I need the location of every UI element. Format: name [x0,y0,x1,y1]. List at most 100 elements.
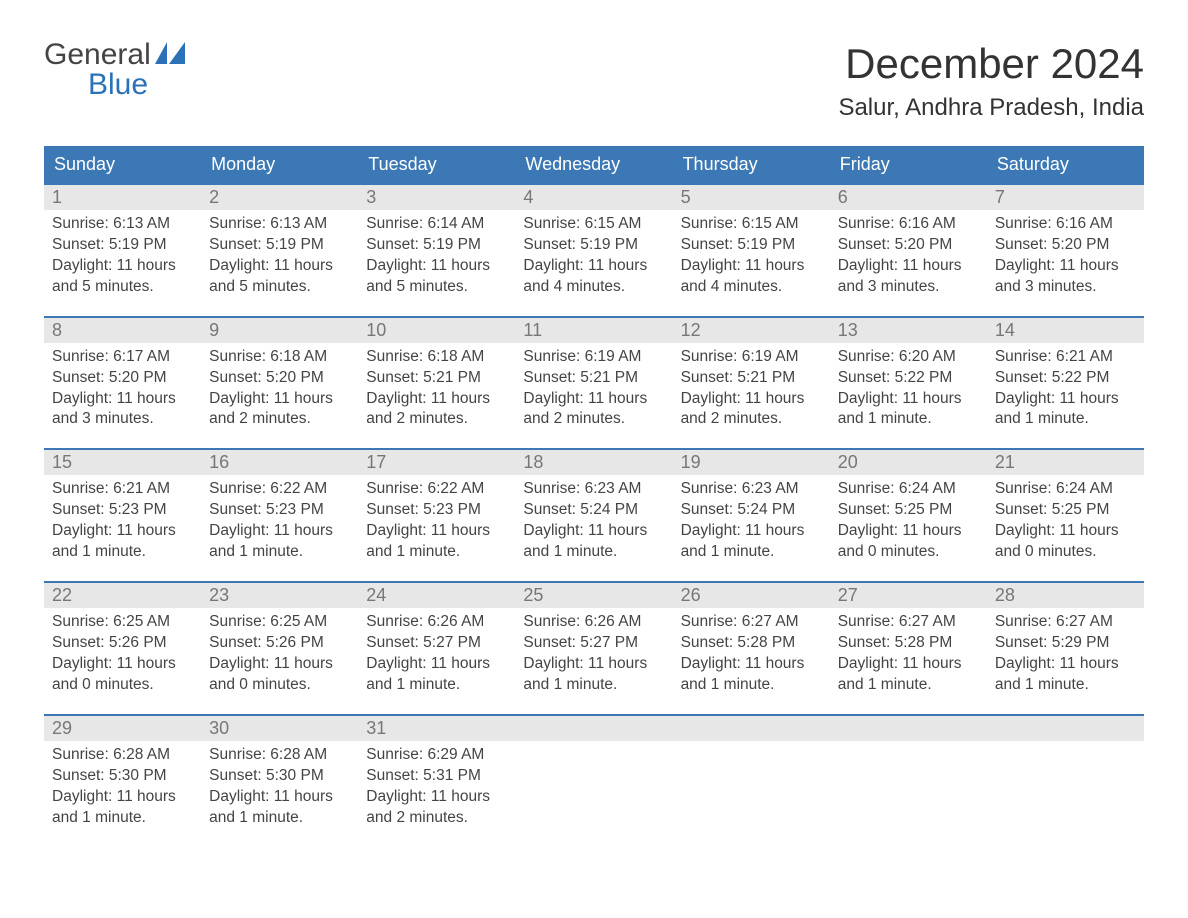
day-content: Sunrise: 6:16 AMSunset: 5:20 PMDaylight:… [830,210,987,302]
day-content: Sunrise: 6:29 AMSunset: 5:31 PMDaylight:… [358,741,515,833]
d1-text: Daylight: 11 hours [523,521,664,542]
day-cell: 16Sunrise: 6:22 AMSunset: 5:23 PMDayligh… [201,450,358,567]
d1-text: Daylight: 11 hours [209,654,350,675]
d1-text: Daylight: 11 hours [523,389,664,410]
day-number: 2 [201,185,358,210]
day-number: 21 [987,450,1144,475]
sunrise-text: Sunrise: 6:17 AM [52,347,193,368]
day-header: Tuesday [358,146,515,183]
day-number [515,716,672,741]
day-number [673,716,830,741]
day-cell: 25Sunrise: 6:26 AMSunset: 5:27 PMDayligh… [515,583,672,700]
day-number: 5 [673,185,830,210]
d2-text: and 2 minutes. [209,409,350,430]
day-cell [830,716,987,833]
sunrise-text: Sunrise: 6:22 AM [366,479,507,500]
sunset-text: Sunset: 5:28 PM [838,633,979,654]
day-number: 23 [201,583,358,608]
sunrise-text: Sunrise: 6:27 AM [995,612,1136,633]
day-number: 30 [201,716,358,741]
sunrise-text: Sunrise: 6:15 AM [523,214,664,235]
sunrise-text: Sunrise: 6:23 AM [681,479,822,500]
day-number: 28 [987,583,1144,608]
day-header: Thursday [673,146,830,183]
day-number: 8 [44,318,201,343]
d1-text: Daylight: 11 hours [838,389,979,410]
d2-text: and 1 minute. [209,542,350,563]
location-subtitle: Salur, Andhra Pradesh, India [838,94,1144,122]
d1-text: Daylight: 11 hours [523,654,664,675]
d2-text: and 1 minute. [209,808,350,829]
sunset-text: Sunset: 5:26 PM [52,633,193,654]
week-row: 15Sunrise: 6:21 AMSunset: 5:23 PMDayligh… [44,448,1144,567]
day-content: Sunrise: 6:16 AMSunset: 5:20 PMDaylight:… [987,210,1144,302]
sunrise-text: Sunrise: 6:19 AM [681,347,822,368]
day-content: Sunrise: 6:18 AMSunset: 5:20 PMDaylight:… [201,343,358,435]
day-content: Sunrise: 6:19 AMSunset: 5:21 PMDaylight:… [673,343,830,435]
sunrise-text: Sunrise: 6:22 AM [209,479,350,500]
d1-text: Daylight: 11 hours [681,521,822,542]
day-content: Sunrise: 6:13 AMSunset: 5:19 PMDaylight:… [201,210,358,302]
day-number: 15 [44,450,201,475]
sunrise-text: Sunrise: 6:18 AM [366,347,507,368]
day-header: Friday [830,146,987,183]
day-cell: 27Sunrise: 6:27 AMSunset: 5:28 PMDayligh… [830,583,987,700]
d1-text: Daylight: 11 hours [366,787,507,808]
day-header-row: Sunday Monday Tuesday Wednesday Thursday… [44,146,1144,183]
sunrise-text: Sunrise: 6:19 AM [523,347,664,368]
d1-text: Daylight: 11 hours [366,256,507,277]
d2-text: and 2 minutes. [366,409,507,430]
day-content: Sunrise: 6:13 AMSunset: 5:19 PMDaylight:… [44,210,201,302]
d1-text: Daylight: 11 hours [995,256,1136,277]
day-header: Monday [201,146,358,183]
day-cell: 10Sunrise: 6:18 AMSunset: 5:21 PMDayligh… [358,318,515,435]
sunrise-text: Sunrise: 6:21 AM [52,479,193,500]
day-cell: 29Sunrise: 6:28 AMSunset: 5:30 PMDayligh… [44,716,201,833]
d2-text: and 5 minutes. [209,277,350,298]
d2-text: and 0 minutes. [209,675,350,696]
day-number: 19 [673,450,830,475]
day-cell: 14Sunrise: 6:21 AMSunset: 5:22 PMDayligh… [987,318,1144,435]
sunrise-text: Sunrise: 6:21 AM [995,347,1136,368]
week-row: 8Sunrise: 6:17 AMSunset: 5:20 PMDaylight… [44,316,1144,435]
week-row: 29Sunrise: 6:28 AMSunset: 5:30 PMDayligh… [44,714,1144,833]
brand-logo: General Blue [44,40,189,100]
d1-text: Daylight: 11 hours [52,787,193,808]
day-number: 13 [830,318,987,343]
day-cell: 1Sunrise: 6:13 AMSunset: 5:19 PMDaylight… [44,185,201,302]
sunrise-text: Sunrise: 6:28 AM [209,745,350,766]
sunset-text: Sunset: 5:19 PM [366,235,507,256]
day-cell: 15Sunrise: 6:21 AMSunset: 5:23 PMDayligh… [44,450,201,567]
day-content [830,741,987,749]
day-content: Sunrise: 6:25 AMSunset: 5:26 PMDaylight:… [44,608,201,700]
calendar: Sunday Monday Tuesday Wednesday Thursday… [44,146,1144,832]
day-cell: 17Sunrise: 6:22 AMSunset: 5:23 PMDayligh… [358,450,515,567]
d1-text: Daylight: 11 hours [52,256,193,277]
week-row: 22Sunrise: 6:25 AMSunset: 5:26 PMDayligh… [44,581,1144,700]
day-number: 14 [987,318,1144,343]
d2-text: and 1 minute. [681,542,822,563]
d1-text: Daylight: 11 hours [366,389,507,410]
day-content [515,741,672,749]
day-cell: 28Sunrise: 6:27 AMSunset: 5:29 PMDayligh… [987,583,1144,700]
d2-text: and 3 minutes. [52,409,193,430]
day-header: Wednesday [515,146,672,183]
sunset-text: Sunset: 5:22 PM [838,368,979,389]
sunset-text: Sunset: 5:24 PM [681,500,822,521]
sunrise-text: Sunrise: 6:28 AM [52,745,193,766]
sunset-text: Sunset: 5:19 PM [52,235,193,256]
d2-text: and 1 minute. [838,409,979,430]
day-number [830,716,987,741]
sunrise-text: Sunrise: 6:13 AM [52,214,193,235]
d1-text: Daylight: 11 hours [995,521,1136,542]
sunrise-text: Sunrise: 6:24 AM [995,479,1136,500]
d2-text: and 1 minute. [523,542,664,563]
sunset-text: Sunset: 5:21 PM [523,368,664,389]
day-content: Sunrise: 6:27 AMSunset: 5:28 PMDaylight:… [830,608,987,700]
day-cell: 9Sunrise: 6:18 AMSunset: 5:20 PMDaylight… [201,318,358,435]
day-cell: 5Sunrise: 6:15 AMSunset: 5:19 PMDaylight… [673,185,830,302]
d1-text: Daylight: 11 hours [209,389,350,410]
d1-text: Daylight: 11 hours [681,389,822,410]
d2-text: and 5 minutes. [366,277,507,298]
d2-text: and 1 minute. [681,675,822,696]
